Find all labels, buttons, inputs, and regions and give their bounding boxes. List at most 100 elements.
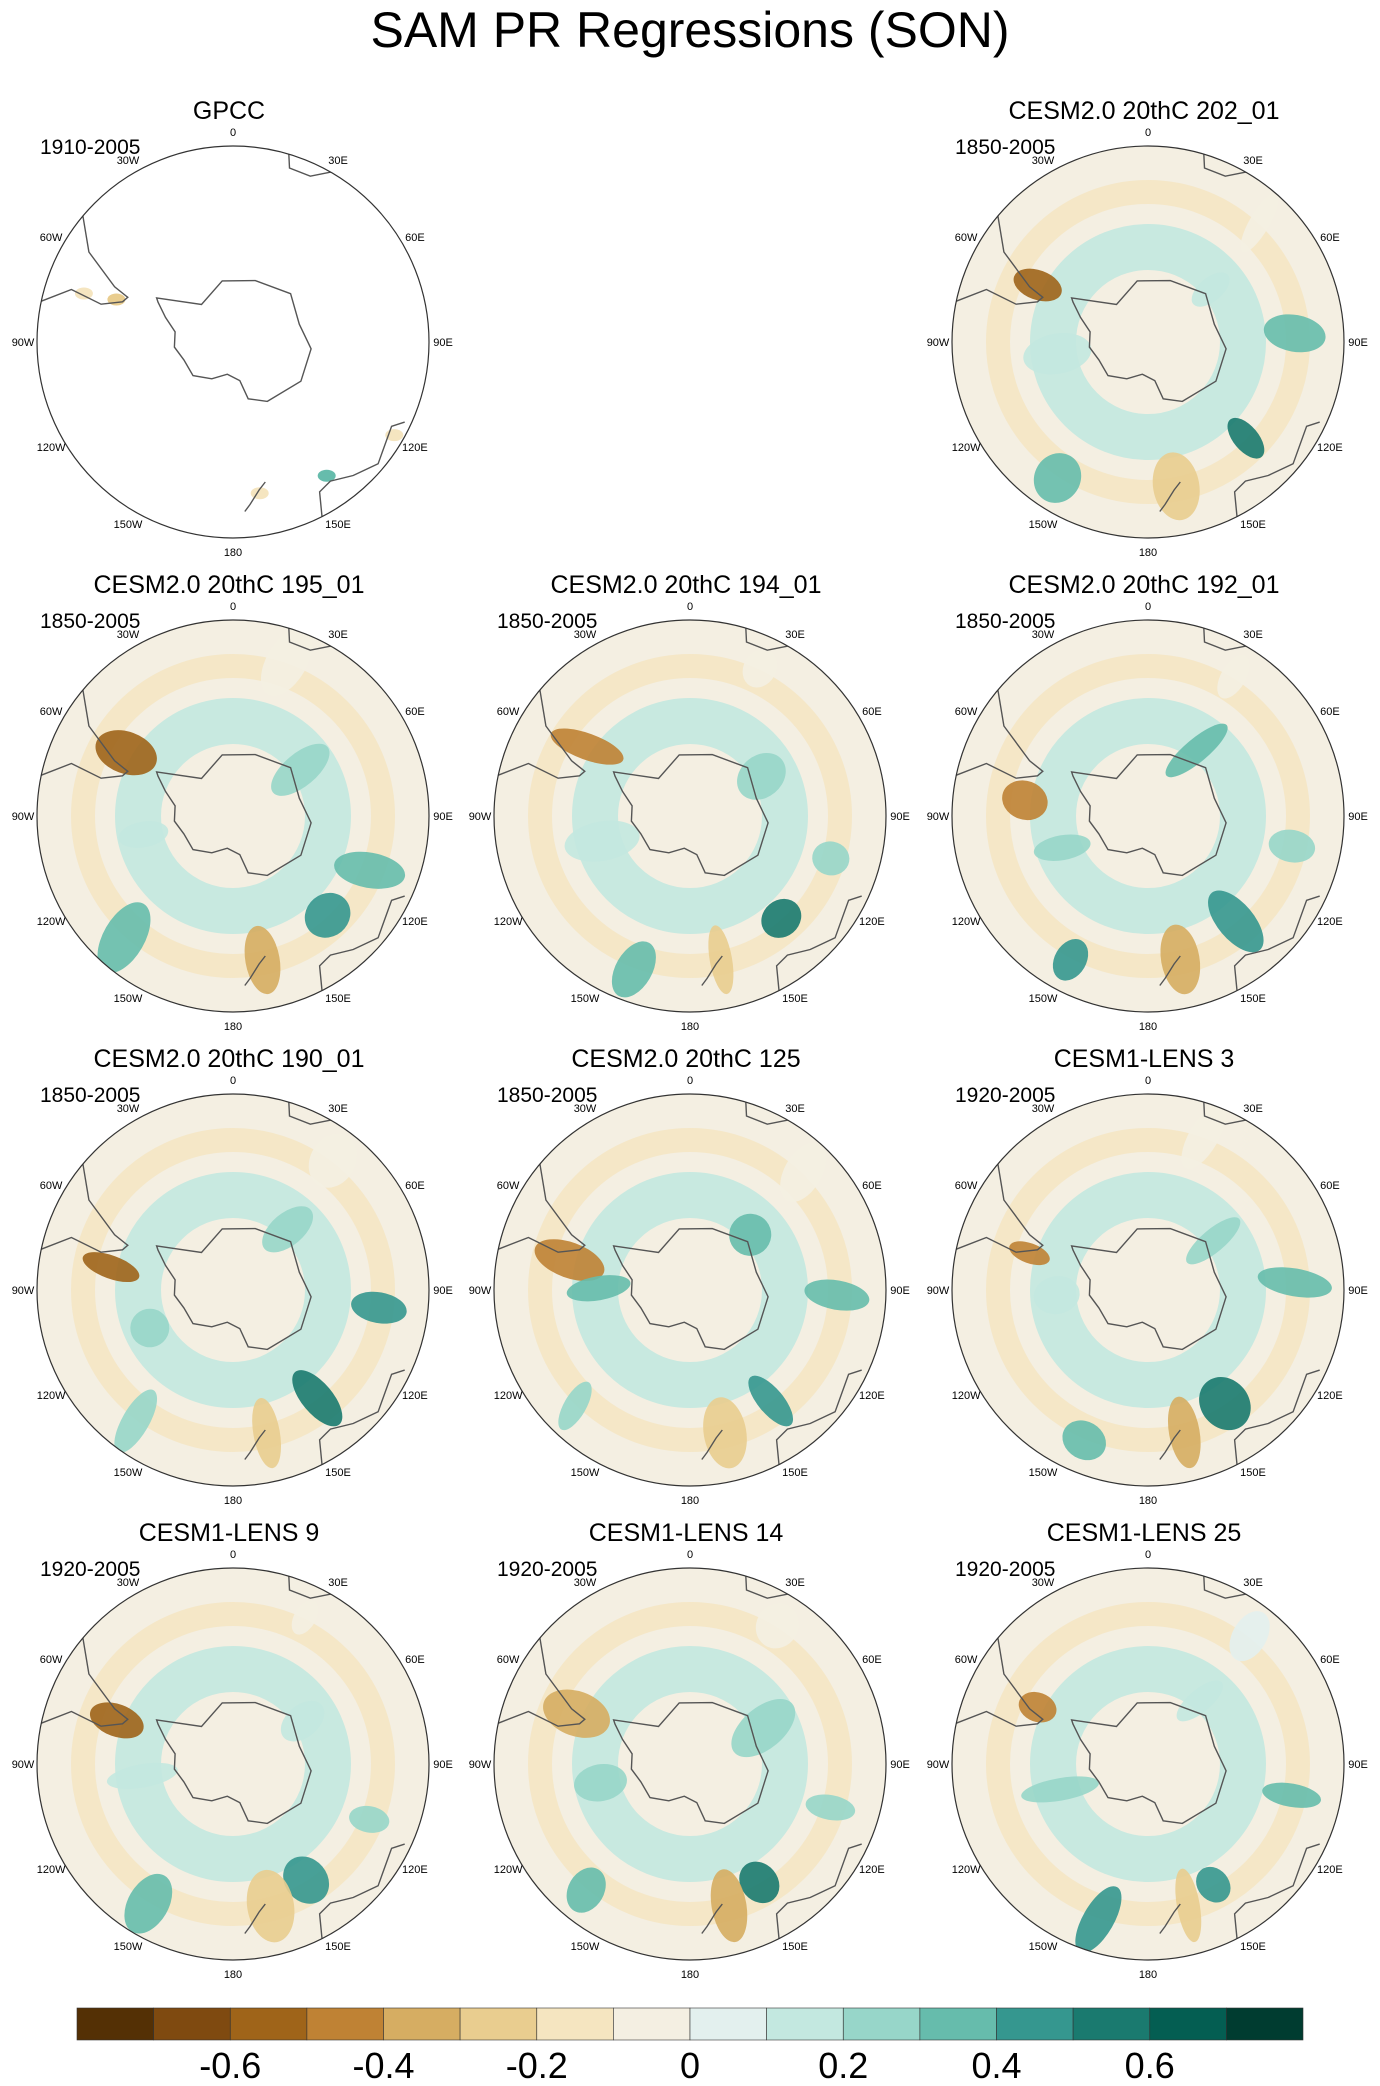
map-panel: 0 30E 60E 90E 120E 150E 180 150W 120W 90W 60W 30W CE… bbox=[0, 1518, 458, 1992]
meridian-label: 120W bbox=[494, 1390, 523, 1402]
meridian-label: 30W bbox=[117, 629, 140, 641]
coastline bbox=[498, 665, 586, 779]
panel-period: 1920-2005 bbox=[955, 1084, 1056, 1107]
field-anomaly bbox=[780, 1142, 827, 1202]
field-anomaly bbox=[130, 1308, 170, 1348]
coastline bbox=[244, 481, 266, 512]
field-anomaly bbox=[729, 1213, 772, 1256]
polar-map: 0 30E 60E 90E 120E 150E 180 150W 120W 90W 60W 30W bbox=[469, 1075, 910, 1507]
field-layer bbox=[952, 1094, 1344, 1486]
colorbar: -0.6 -0.4 -0.2 0 0.2 0.4 0.6 bbox=[76, 2007, 1304, 2086]
field-anomaly bbox=[1240, 193, 1279, 253]
meridian-label: 150E bbox=[782, 1941, 808, 1953]
coastline bbox=[318, 1369, 405, 1465]
meridian-label: 180 bbox=[1139, 1495, 1157, 1507]
field-anomaly bbox=[1176, 1680, 1224, 1722]
meridian-label: 180 bbox=[681, 1969, 699, 1981]
meridian-label: 150E bbox=[1240, 1941, 1266, 1953]
field-base bbox=[37, 1094, 429, 1486]
meridian-label: 90W bbox=[12, 811, 35, 823]
field-anomaly bbox=[755, 1603, 799, 1649]
meridian-label: 150W bbox=[571, 993, 600, 1005]
field-ring bbox=[115, 1646, 351, 1882]
meridian-label: 90W bbox=[469, 1759, 492, 1771]
field-anomaly bbox=[334, 851, 406, 889]
panel-title: CESM1-LENS 25 bbox=[1046, 1519, 1242, 1547]
field-anomaly bbox=[1165, 723, 1228, 778]
meridian-label: 90W bbox=[12, 337, 35, 349]
meridian-label: 180 bbox=[681, 1495, 699, 1507]
meridian-label: 30E bbox=[1243, 1577, 1263, 1589]
meridian-label: 120E bbox=[859, 1864, 885, 1876]
field-anomaly bbox=[349, 1805, 390, 1833]
meridian-label: 60W bbox=[40, 232, 63, 244]
field-anomaly bbox=[558, 1381, 592, 1431]
meridian-label: 60W bbox=[955, 1654, 978, 1666]
meridian-label: 120W bbox=[37, 916, 66, 928]
meridian-label: 90E bbox=[890, 1285, 910, 1297]
field-anomaly bbox=[97, 902, 151, 973]
meridian-label: 90W bbox=[927, 1285, 950, 1297]
field-anomaly bbox=[252, 1398, 282, 1469]
coastline bbox=[155, 753, 312, 877]
field-anomaly bbox=[1052, 939, 1089, 981]
meridian-label: 30W bbox=[1032, 155, 1055, 167]
coastline bbox=[244, 1429, 266, 1460]
coastline bbox=[318, 421, 405, 517]
meridian-label: 150E bbox=[325, 1467, 351, 1479]
map-border bbox=[36, 145, 430, 539]
panel-period: 1910-2005 bbox=[40, 136, 141, 159]
field-layer bbox=[494, 620, 886, 1012]
meridian-label: 60E bbox=[405, 1180, 425, 1192]
meridian-label: 150E bbox=[325, 1941, 351, 1953]
meridian-label: 30E bbox=[1243, 155, 1263, 167]
field-anomaly bbox=[703, 1397, 747, 1469]
meridian-label: 90E bbox=[433, 1759, 453, 1771]
meridian-label: 120E bbox=[1317, 1864, 1343, 1876]
colorbar-swatch bbox=[306, 2007, 384, 2041]
colorbar-swatch bbox=[1226, 2007, 1304, 2041]
colorbar-tick-label: -0.6 bbox=[199, 2045, 261, 2086]
field-anomaly bbox=[1033, 1276, 1080, 1315]
meridian-label: 90E bbox=[890, 811, 910, 823]
coastline bbox=[41, 191, 129, 305]
meridian-label: 60W bbox=[955, 1180, 978, 1192]
colorbar-swatch bbox=[153, 2007, 231, 2041]
field-layer bbox=[37, 620, 429, 1012]
field-anomaly bbox=[291, 1600, 319, 1635]
coastline bbox=[244, 1903, 266, 1934]
colorbar-tick-label: 0 bbox=[680, 2045, 700, 2086]
map-panel: 0 30E 60E 90E 120E 150E 180 150W 120W 90W 60W 30W CE… bbox=[915, 1518, 1373, 1992]
colorbar-swatch bbox=[459, 2007, 538, 2041]
meridian-label: 120W bbox=[952, 1864, 981, 1876]
meridian-label: 60E bbox=[862, 1180, 882, 1192]
meridian-label: 90W bbox=[12, 1759, 35, 1771]
meridian-label: 30W bbox=[574, 1577, 597, 1589]
map-panel: 0 30E 60E 90E 120E 150E 180 150W 120W 90W 60W 30W CE… bbox=[915, 1044, 1373, 1518]
field-anomaly bbox=[574, 1763, 627, 1802]
meridian-label: 30W bbox=[117, 1577, 140, 1589]
meridian-label: 120W bbox=[952, 916, 981, 928]
coastline bbox=[775, 1369, 862, 1465]
field-anomaly bbox=[805, 1794, 856, 1821]
polar-map: 0 30E 60E 90E 120E 150E 180 150W 120W 90W 60W 30W bbox=[927, 1075, 1368, 1507]
meridian-label: 60W bbox=[497, 1180, 520, 1192]
coastline bbox=[775, 895, 862, 991]
meridian-label: 150W bbox=[571, 1941, 600, 1953]
meridian-label: 60W bbox=[955, 706, 978, 718]
colorbar-swatch bbox=[536, 2007, 614, 2041]
meridian-label: 150W bbox=[114, 1941, 143, 1953]
coastline bbox=[1159, 1903, 1181, 1934]
panel-title: CESM1-LENS 9 bbox=[138, 1519, 320, 1547]
meridian-label: 150W bbox=[1029, 1941, 1058, 1953]
meridian-label: 150W bbox=[1029, 519, 1058, 531]
panel-title: CESM2.0 20thC 190_01 bbox=[93, 1045, 365, 1073]
map-border bbox=[493, 1567, 887, 1961]
coastline bbox=[1159, 1429, 1181, 1460]
field-anomaly bbox=[708, 925, 734, 995]
meridian-label: 60W bbox=[40, 1654, 63, 1666]
panel-title: CESM2.0 20thC 194_01 bbox=[550, 571, 822, 599]
meridian-label: 90W bbox=[12, 1285, 35, 1297]
meridian-label: 0 bbox=[1145, 1075, 1151, 1087]
meridian-label: 0 bbox=[1145, 1549, 1151, 1561]
